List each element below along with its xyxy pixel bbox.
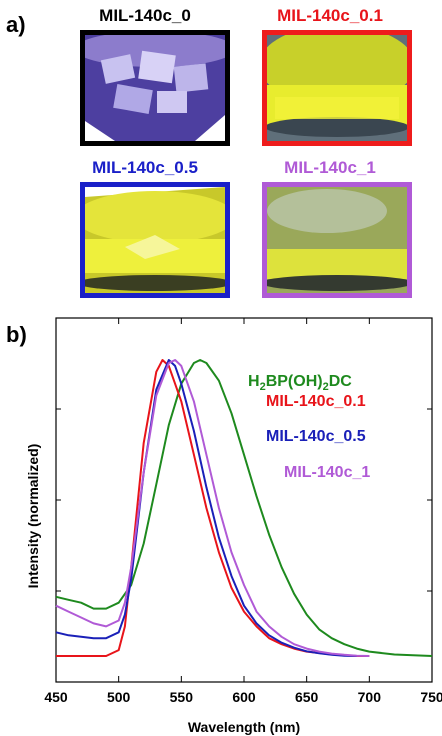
tile-label-1: MIL-140c_0.1 <box>277 6 383 25</box>
x-tick-label: 500 <box>107 689 131 705</box>
legend-series-mil-140c-1: MIL-140c_1 <box>284 464 370 481</box>
legend-part: BP(OH) <box>266 373 323 390</box>
legend-series-h2bpoh2dc: H2BP(OH)2DC <box>248 373 352 393</box>
series-line-0 <box>55 359 433 657</box>
series-line-2 <box>55 359 357 657</box>
panel-b-letter: b) <box>6 322 27 347</box>
x-tick-label: 600 <box>232 689 256 705</box>
tile-label-0: MIL-140c_0 <box>99 6 191 25</box>
emission-spectrum-chart: 450 500 550 600 650 700 750 Wavelength (nm) In… <box>25 317 442 735</box>
photo-mil-140c-0-1 <box>262 30 412 146</box>
photo-mil-140c-0-5 <box>80 182 230 298</box>
x-tick-label: 550 <box>170 689 194 705</box>
photo-mil-140c-1 <box>262 182 412 298</box>
y-axis-label: Intensity (normalized) <box>25 444 41 589</box>
panel-a-letter: a) <box>6 12 26 37</box>
x-axis-label: Wavelength (nm) <box>188 719 300 735</box>
legend-series-mil-140c-0-1: MIL-140c_0.1 <box>266 393 366 410</box>
x-tick-label: 750 <box>420 689 442 705</box>
tile-label-2: MIL-140c_0.5 <box>92 158 198 177</box>
x-tick-label: 650 <box>295 689 319 705</box>
tile-label-3: MIL-140c_1 <box>284 158 376 177</box>
legend-series-mil-140c-0-5: MIL-140c_0.5 <box>266 428 366 445</box>
legend-sub: 2 <box>260 381 266 393</box>
legend-part: DC <box>329 373 353 390</box>
x-tick-label: 450 <box>44 689 68 705</box>
series-line-3 <box>55 359 370 657</box>
x-tick-label: 700 <box>358 689 382 705</box>
plot-frame <box>55 317 433 683</box>
legend-part: H <box>248 373 260 390</box>
legend-sub: 2 <box>323 381 329 393</box>
photo-mil-140c-0 <box>80 30 230 146</box>
